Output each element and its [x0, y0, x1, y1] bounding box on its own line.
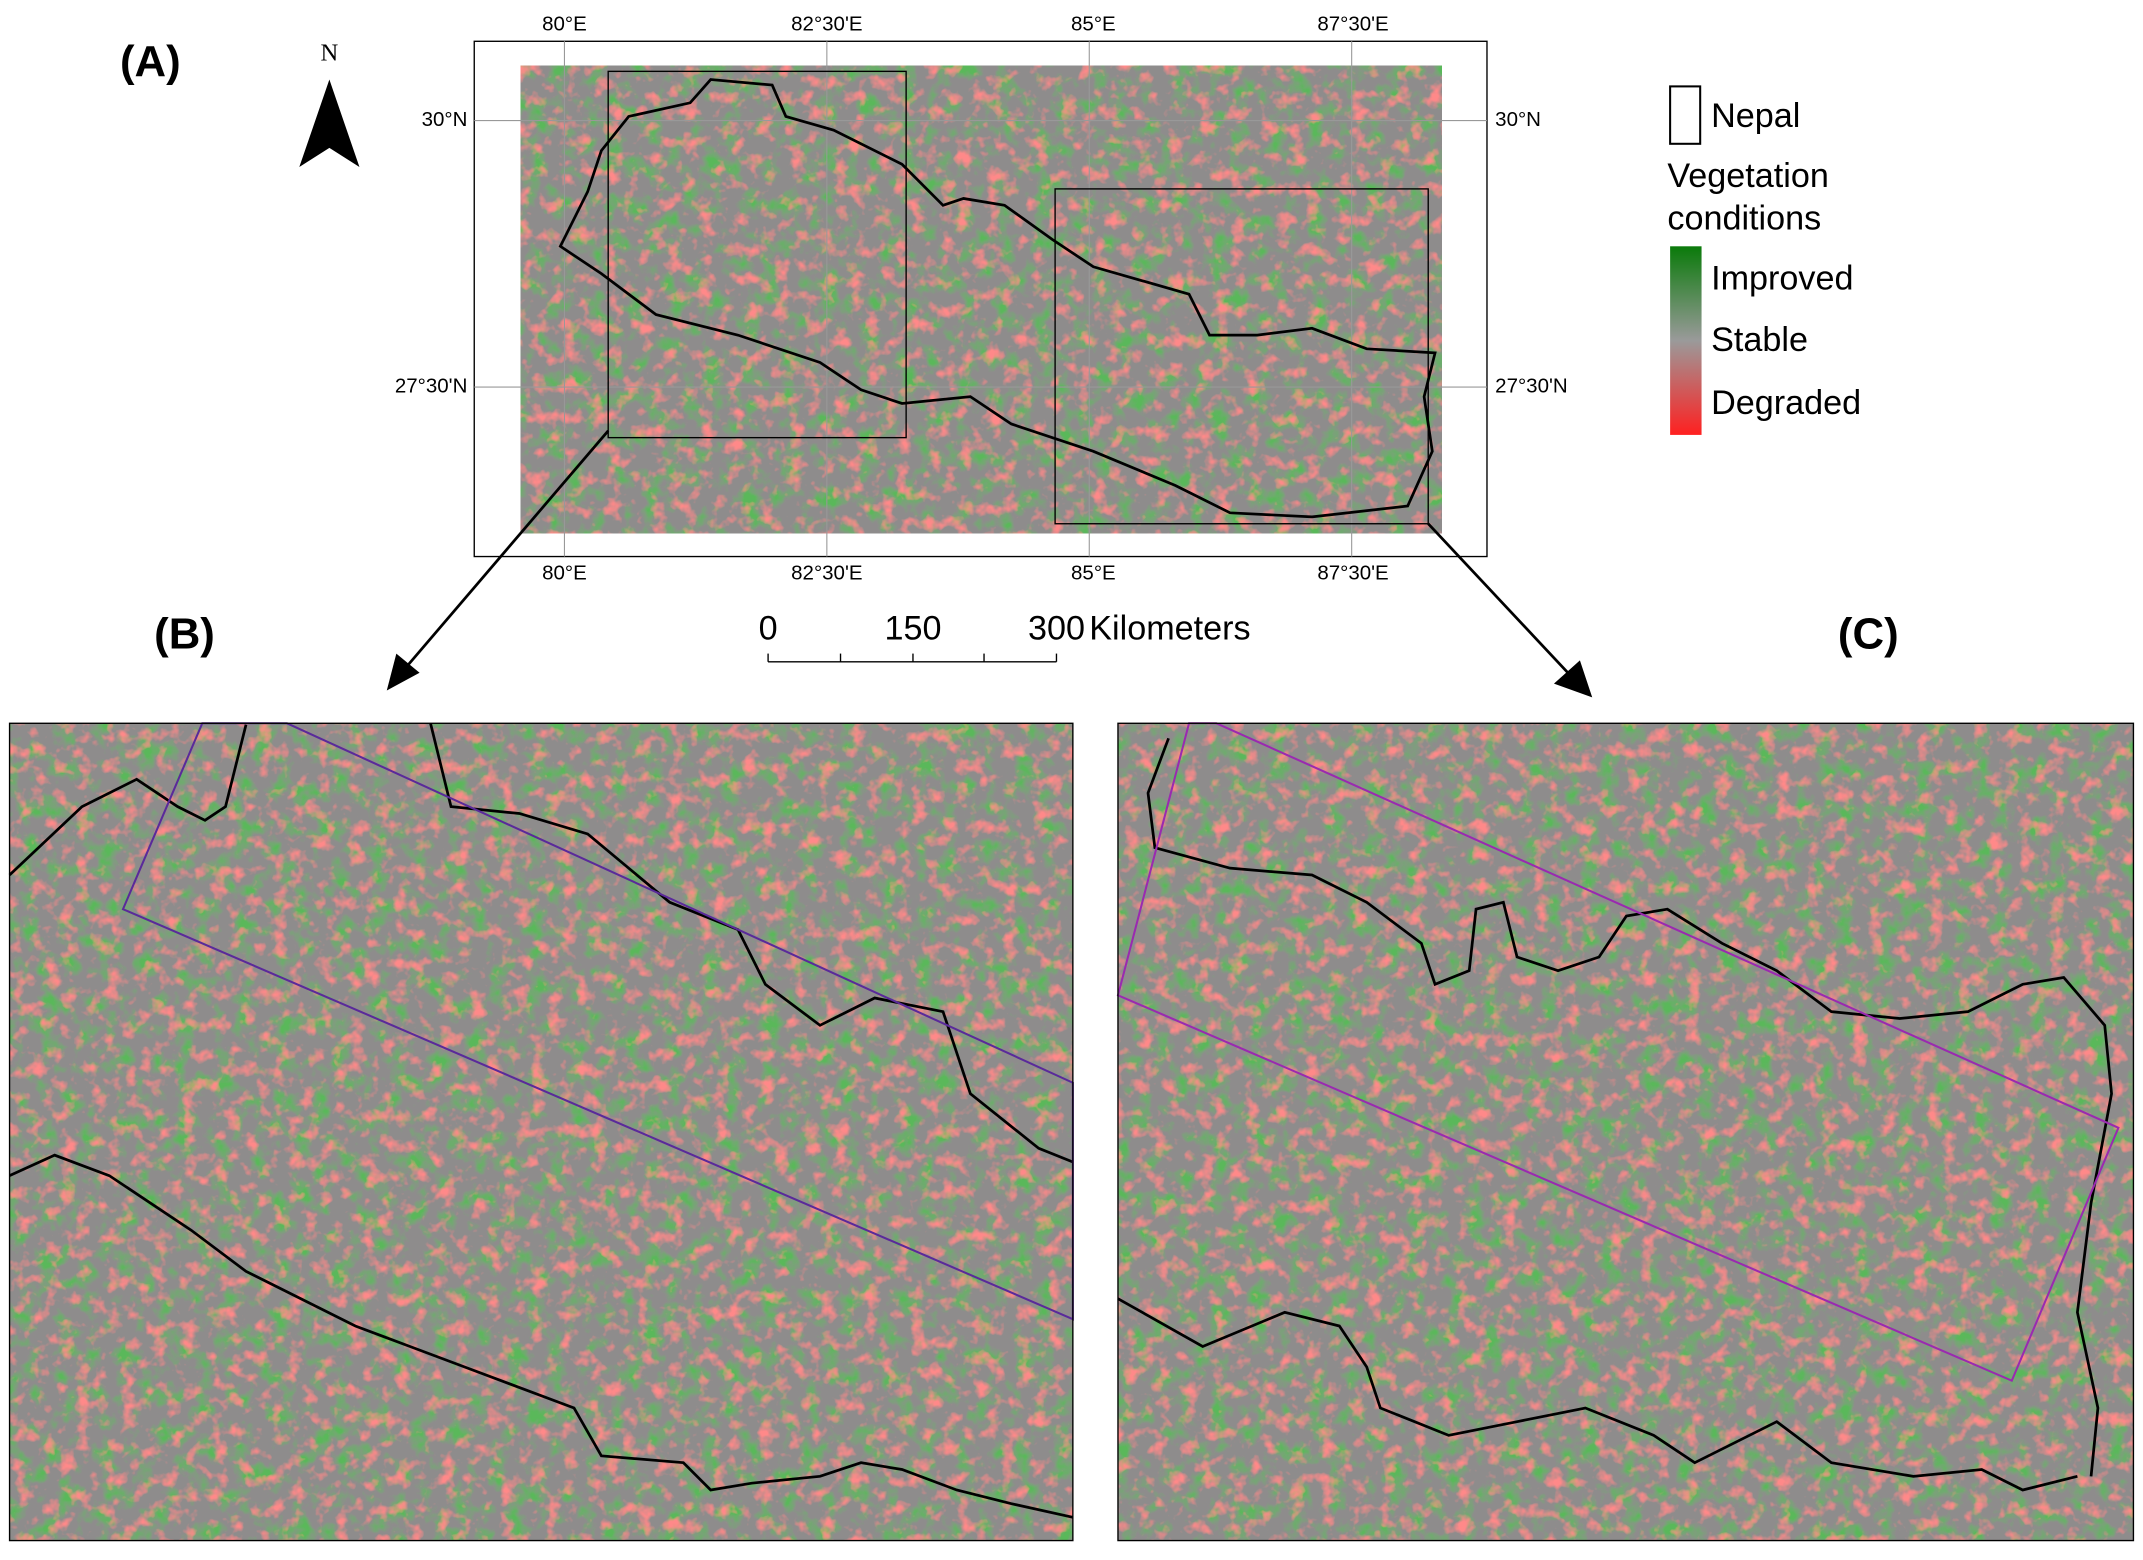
- scale-label: 0: [759, 609, 778, 647]
- panel-label: (B): [154, 610, 215, 659]
- legend-swatch: [1669, 85, 1702, 145]
- north-arrow: [299, 79, 360, 168]
- inset-box-b: [607, 70, 907, 439]
- arrow-head: [386, 653, 420, 691]
- panel-label: (C): [1838, 610, 1899, 659]
- connector: [1427, 522, 1573, 678]
- scale-unit: Kilometers: [1089, 609, 1250, 647]
- inset-box-c: [1054, 188, 1429, 525]
- legend-ramp: [1670, 246, 1702, 435]
- lon-label: 87°30'E: [1317, 562, 1388, 585]
- scale-bar: [767, 653, 1058, 663]
- lat-label: 30°N: [1495, 108, 1541, 131]
- raster: [9, 723, 1073, 1541]
- lon-label: 82°30'E: [791, 562, 862, 585]
- arrow-head: [1553, 660, 1593, 698]
- lon-label: 85°E: [1071, 562, 1116, 585]
- legend-label: Degraded: [1711, 384, 1861, 422]
- nepal-boundary: [8, 722, 1074, 1519]
- nepal-boundary: [1117, 737, 2113, 1492]
- north-label: N: [320, 40, 338, 67]
- map-frame: [1117, 722, 2135, 1542]
- legend-title: Vegetation: [1667, 157, 1828, 195]
- scale-label: 150: [884, 609, 941, 647]
- legend-label: Improved: [1711, 259, 1853, 297]
- lat-label: 27°30'N: [1495, 374, 1568, 397]
- panel-label: (A): [120, 37, 181, 86]
- lon-label: 80°E: [542, 562, 587, 585]
- lon-label: 87°30'E: [1317, 12, 1388, 35]
- scale-label: 300: [1028, 609, 1085, 647]
- legend-title: conditions: [1667, 199, 1821, 237]
- lon-label: 82°30'E: [791, 12, 862, 35]
- legend-label: Nepal: [1711, 97, 1800, 135]
- legend-label: Stable: [1711, 321, 1808, 359]
- lon-label: 85°E: [1071, 12, 1116, 35]
- nepal-boundary: [558, 78, 1437, 519]
- lat-label: 27°30'N: [395, 374, 468, 397]
- raster: [1117, 723, 2134, 1541]
- connector: [406, 429, 610, 667]
- lon-label: 80°E: [542, 12, 587, 35]
- raster: [520, 65, 1442, 534]
- lat-label: 30°N: [422, 108, 468, 131]
- map-frame: [8, 722, 1074, 1542]
